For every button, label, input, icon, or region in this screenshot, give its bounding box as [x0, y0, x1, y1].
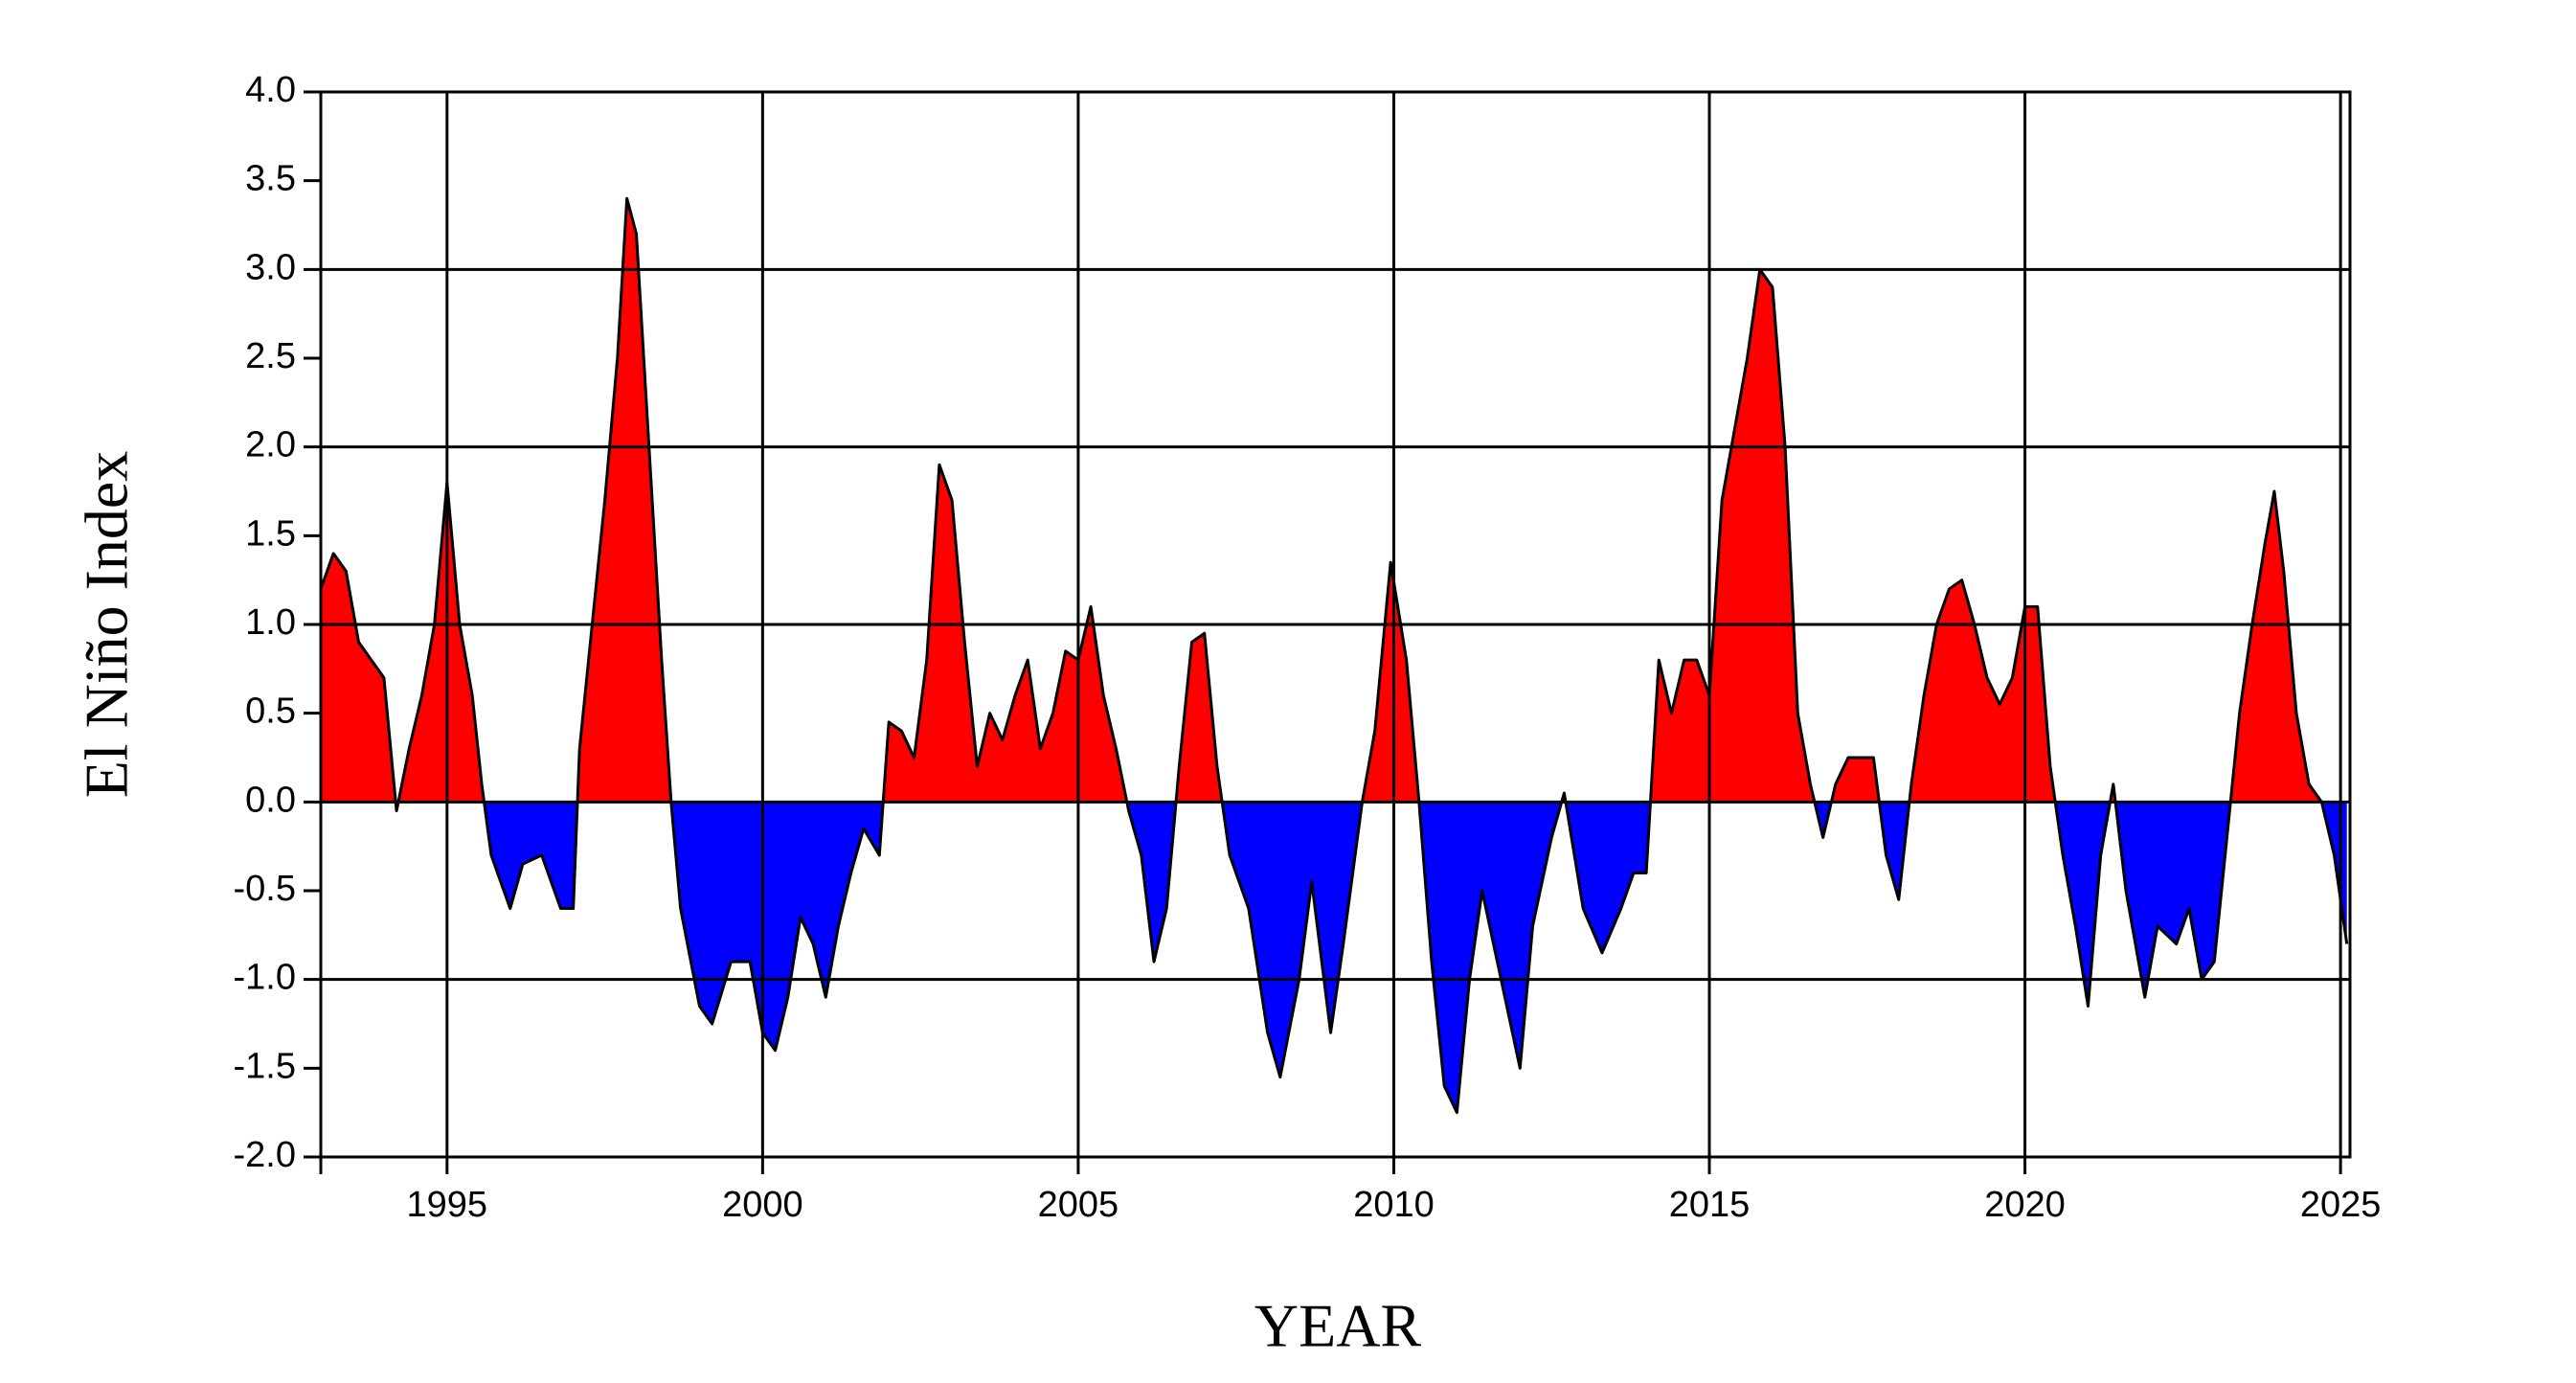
y-tick-label: -0.5: [234, 869, 296, 909]
x-tick-label: 2010: [1353, 1185, 1435, 1225]
y-tick-label: -1.0: [234, 958, 296, 998]
plot-frame: [319, 90, 2352, 1159]
area: [321, 198, 2347, 1113]
index-line: [319, 196, 2349, 1115]
y-tick-label: 0.0: [245, 780, 296, 820]
x-tick-label: 2020: [1984, 1185, 2066, 1225]
y-tick-label: 2.5: [245, 336, 296, 376]
y-tick-label: 0.5: [245, 692, 296, 732]
x-tick-label: 2005: [1038, 1185, 1119, 1225]
x-axis-label: YEAR: [1254, 1292, 1422, 1360]
y-tick-label: -1.5: [234, 1046, 296, 1086]
y-tick-label: 2.0: [245, 425, 296, 465]
y-tick-label: 4.0: [245, 70, 296, 110]
y-tick-label: 3.5: [245, 159, 296, 199]
x-tick-label: 2025: [2300, 1185, 2382, 1225]
y-tick-label: 3.0: [245, 247, 296, 287]
x-tick-label: 2000: [722, 1185, 803, 1225]
y-tick-label: -2.0: [234, 1135, 296, 1175]
x-tick-label: 1995: [407, 1185, 488, 1225]
y-axis-label: El Niño Index: [73, 451, 141, 799]
y-tick-label: 1.5: [245, 513, 296, 554]
x-tick-label: 2015: [1669, 1185, 1751, 1225]
y-tick-label: 1.0: [245, 602, 296, 643]
